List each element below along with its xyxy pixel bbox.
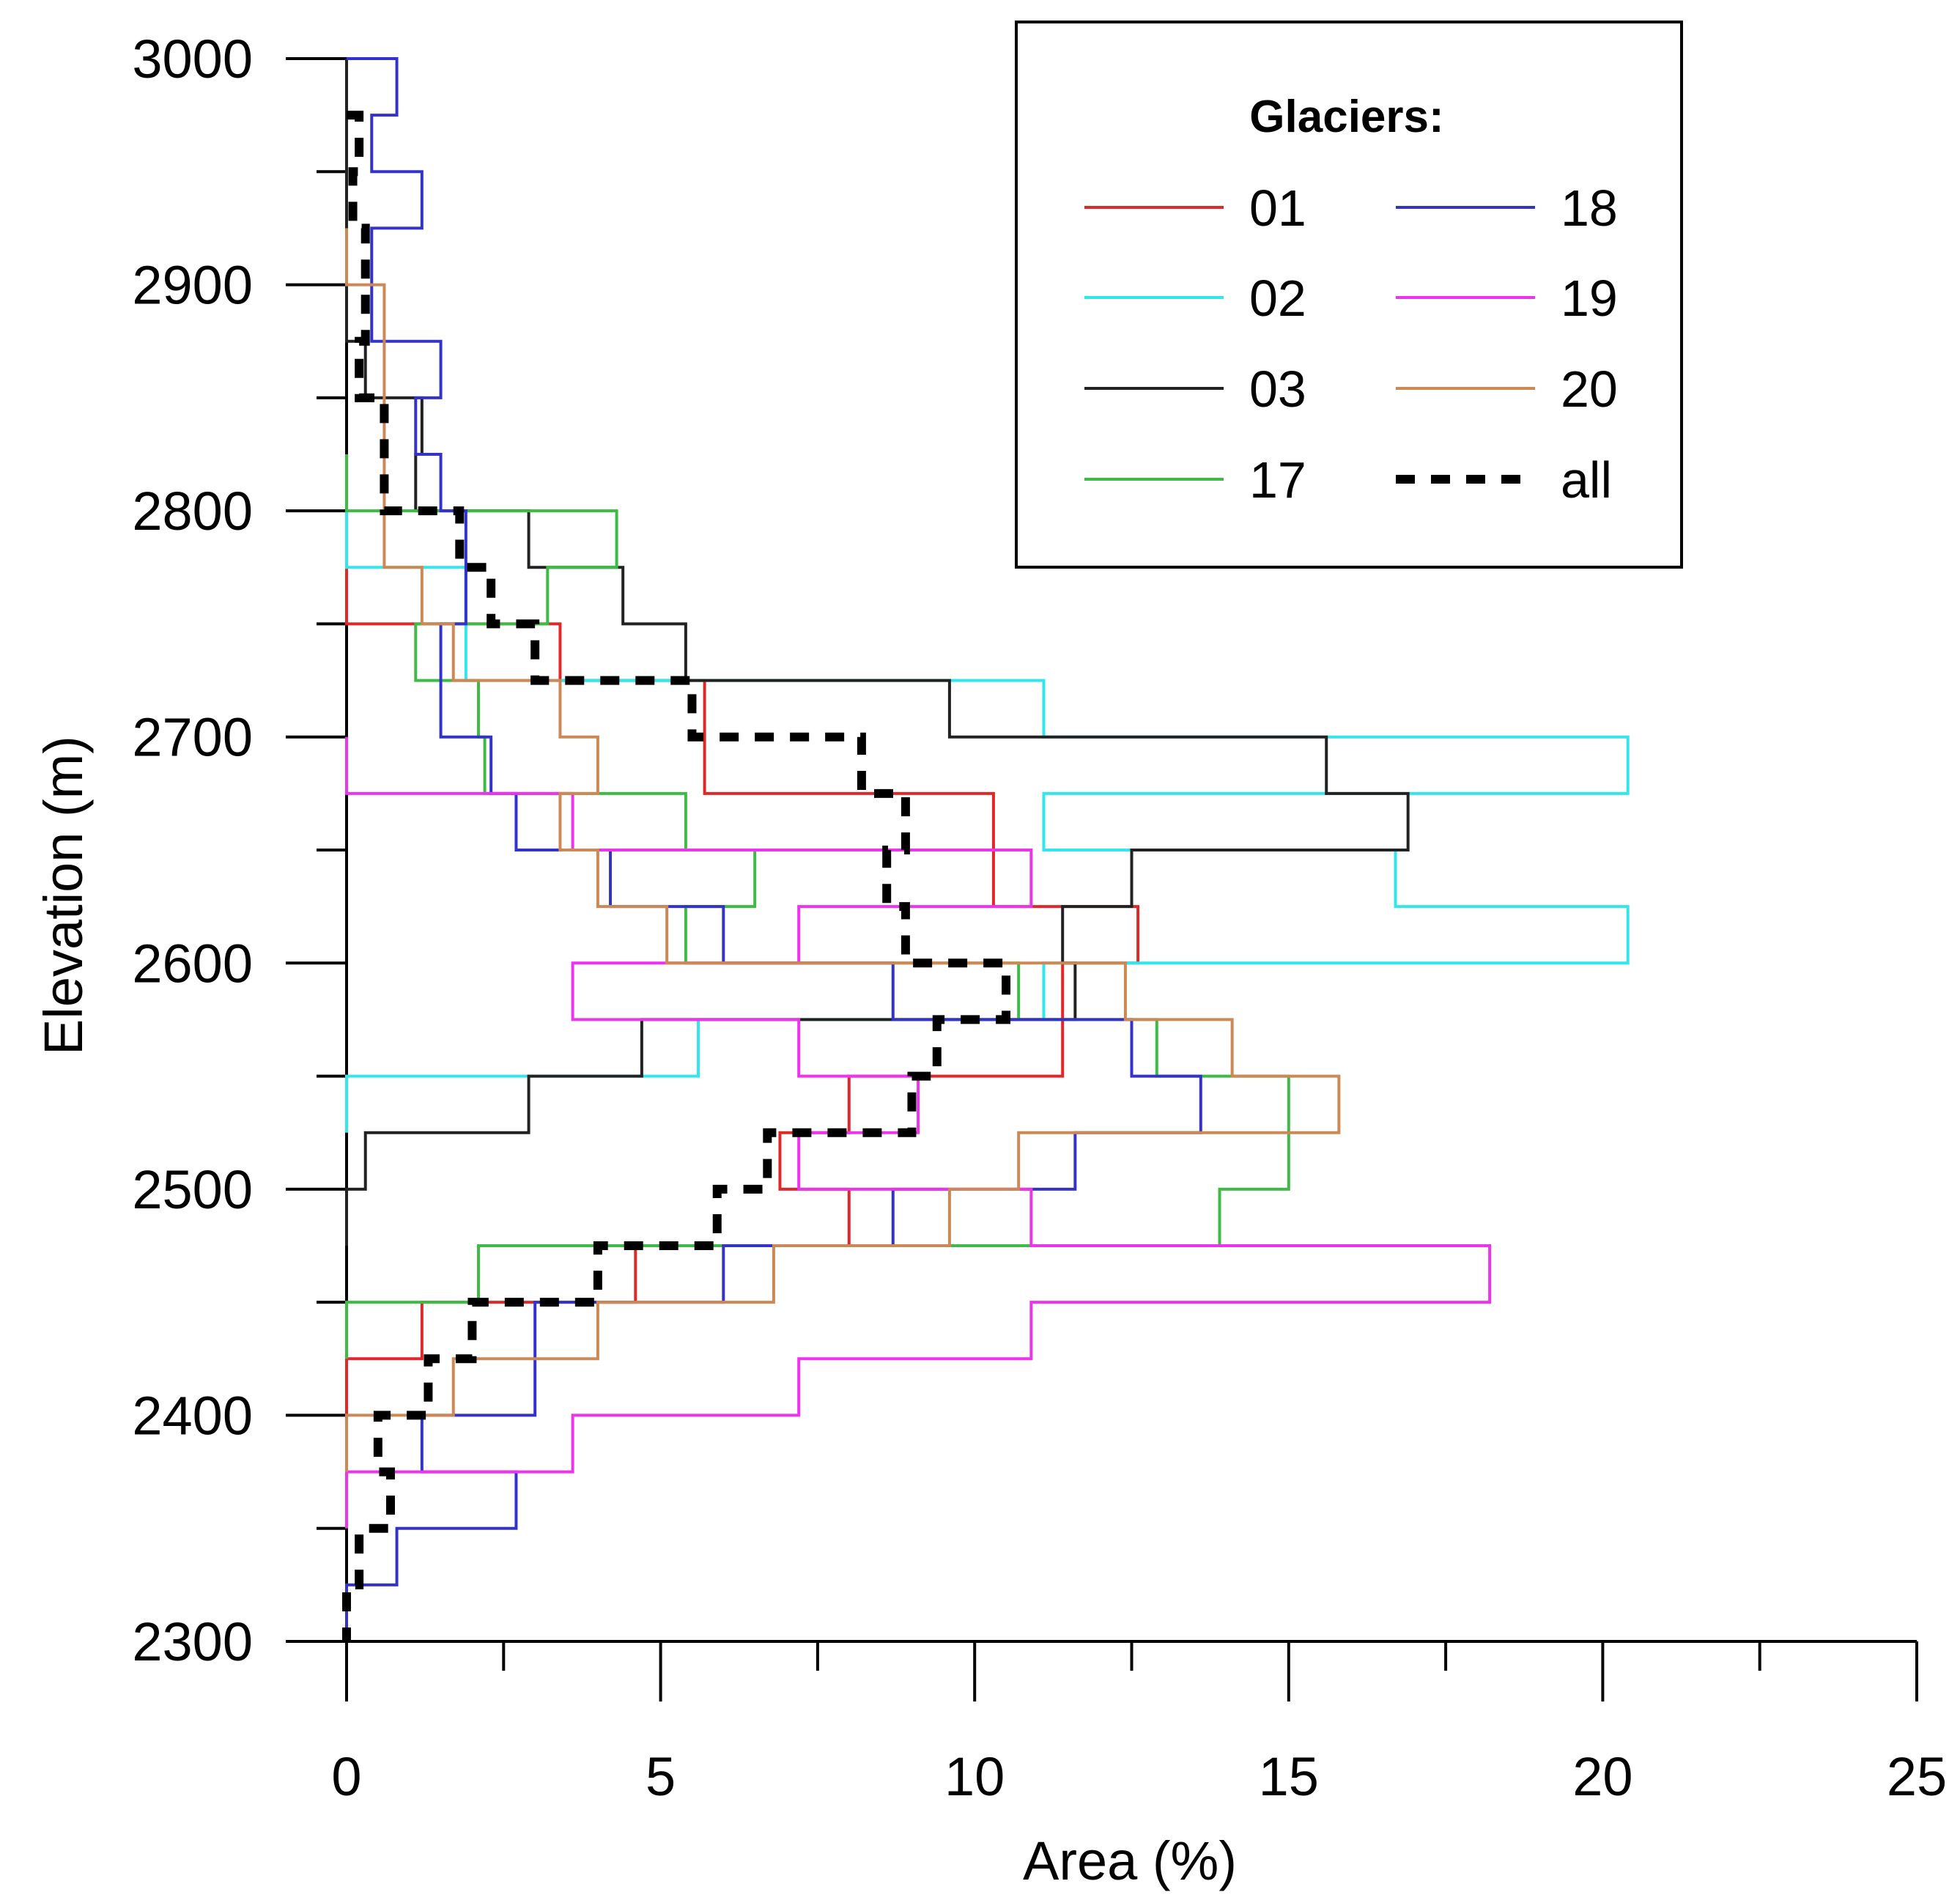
series-layer [342, 57, 1630, 1641]
y-tick-label: 2700 [132, 707, 253, 768]
y-tick-label: 2600 [132, 933, 253, 994]
y-axis-title: Elevation (m) [33, 736, 94, 1055]
legend-label-17: 17 [1249, 451, 1306, 509]
y-tick-label: 2300 [132, 1611, 253, 1672]
series-line-02 [345, 511, 1630, 1133]
x-axis-title: Area (%) [1023, 1830, 1237, 1891]
series-line-03 [345, 59, 1410, 1246]
legend-label-18: 18 [1561, 180, 1618, 237]
x-tick-label: 20 [1572, 1746, 1632, 1807]
x-tick-label: 5 [646, 1746, 676, 1807]
series-line-20 [345, 228, 1341, 1472]
legend-box [1015, 21, 1683, 569]
x-tick-label: 10 [944, 1746, 1005, 1807]
x-tick-label: 0 [331, 1746, 361, 1807]
legend-label-20: 20 [1561, 361, 1618, 418]
legend-label-19: 19 [1561, 270, 1618, 327]
legend-label-all: all [1561, 451, 1612, 509]
y-tick-label: 2800 [132, 481, 253, 542]
series-line-all [342, 111, 1011, 1641]
x-tick-label: 25 [1887, 1746, 1947, 1807]
series-line-17 [345, 454, 1290, 1359]
legend-label-03: 03 [1249, 361, 1306, 418]
legend: Glaciers: 01 02 03 17 18 19 20 all [1015, 21, 1683, 569]
y-tick-label: 2400 [132, 1385, 253, 1446]
y-tick-label: 2500 [132, 1159, 253, 1220]
legend-entries: 01 02 03 17 18 19 20 all [1084, 180, 1618, 509]
y-tick-label: 3000 [132, 29, 253, 89]
legend-label-01: 01 [1249, 180, 1306, 237]
legend-label-02: 02 [1249, 270, 1306, 327]
legend-title: Glaciers: [1249, 92, 1443, 142]
series-line-19 [345, 736, 1492, 1529]
y-tick-label: 2900 [132, 255, 253, 316]
axis-labels-layer: 2300 2400 2500 2600 2700 2800 2900 3000 0 5 10 15 20… [132, 29, 1947, 1807]
x-tick-label: 15 [1259, 1746, 1319, 1807]
